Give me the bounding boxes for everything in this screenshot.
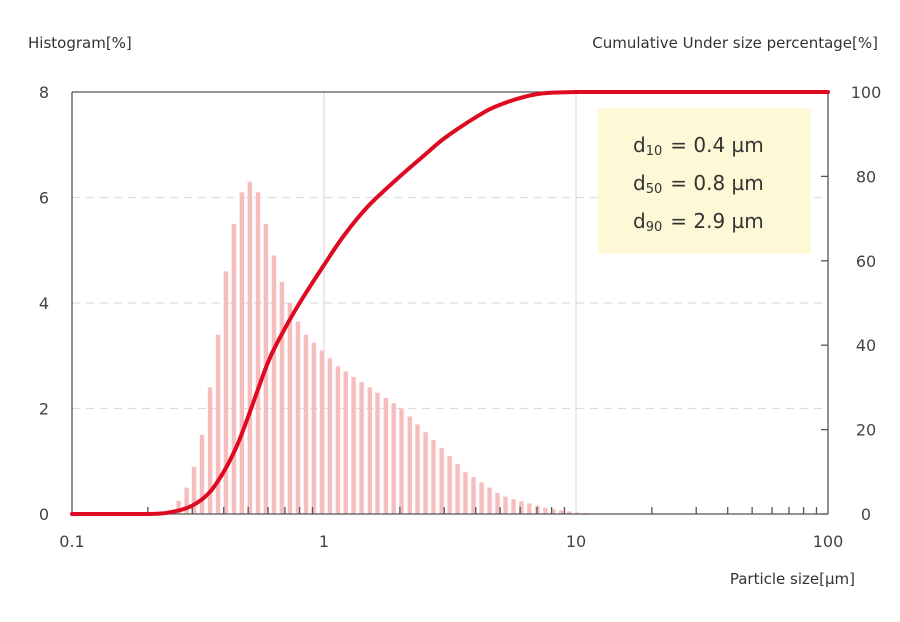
- histogram-bar: [247, 181, 253, 515]
- histogram-bar: [311, 342, 317, 514]
- stat-d10: d10 = 0.4 µm: [633, 133, 764, 159]
- left-axis-title: Histogram[%]: [28, 34, 132, 52]
- histogram-bar: [255, 192, 261, 514]
- histogram-bar: [279, 281, 285, 514]
- histogram-bar: [503, 496, 508, 514]
- histogram-bar: [487, 487, 492, 514]
- cumulative-curve: [70, 89, 830, 517]
- x-tick-label: 0.1: [59, 532, 84, 551]
- histogram-bar: [287, 303, 293, 514]
- y-right-tick-label: 80: [856, 167, 876, 186]
- histogram-bar: [359, 382, 364, 514]
- histogram-bars: [176, 181, 588, 515]
- histogram-bar: [431, 440, 436, 514]
- histogram-bar: [215, 334, 221, 514]
- y-right-tick-label: 0: [861, 505, 871, 524]
- right-axis-title: Cumulative Under size percentage[%]: [592, 34, 878, 52]
- histogram-bar: [391, 403, 396, 514]
- histogram-bar: [375, 392, 380, 514]
- grid-lines: [72, 92, 828, 514]
- y-right-tick-label: 60: [856, 252, 876, 271]
- x-tick-label: 10: [566, 532, 586, 551]
- histogram-bar: [207, 387, 213, 514]
- y-left-tick-label: 0: [39, 505, 49, 524]
- y-right-tick-label: 20: [856, 421, 876, 440]
- histogram-bar: [184, 487, 189, 514]
- histogram-bar: [343, 371, 348, 514]
- histogram-bar: [575, 512, 580, 514]
- histogram-bar: [479, 482, 484, 514]
- histogram-bar: [495, 492, 500, 514]
- histogram-bar: [559, 510, 564, 514]
- histogram-bar: [455, 463, 460, 514]
- histogram-bar: [223, 271, 229, 514]
- stats-box-background: [598, 108, 811, 254]
- x-tick-label: 100: [813, 532, 844, 551]
- histogram-bar: [447, 455, 452, 514]
- histogram-bar: [231, 223, 237, 514]
- y-left-tick-label: 4: [39, 294, 49, 313]
- y-left-tick-label: 6: [39, 189, 49, 208]
- histogram-bar: [295, 321, 301, 514]
- stat-d50: d50 = 0.8 µm: [633, 171, 764, 197]
- histogram-bar: [423, 432, 428, 514]
- histogram-bar: [271, 255, 277, 514]
- stats-box: d10 = 0.4 µm d50 = 0.8 µm d90 = 2.9 µm: [598, 108, 811, 254]
- histogram-bar: [351, 376, 356, 514]
- histogram-bar: [303, 334, 309, 514]
- histogram-bar: [407, 416, 412, 514]
- histogram-bar: [399, 408, 404, 514]
- histogram-bar: [383, 397, 389, 514]
- histogram-bar: [176, 500, 181, 514]
- histogram-bar: [551, 509, 556, 514]
- histogram-bar: [239, 192, 245, 514]
- histogram-bar: [327, 358, 333, 514]
- histogram-bar: [319, 350, 325, 514]
- histogram-bar: [527, 503, 532, 514]
- histogram-bar: [543, 507, 548, 514]
- stat-d90: d90 = 2.9 µm: [633, 209, 764, 235]
- x-tick-label: 1: [319, 532, 329, 551]
- y-left-tick-label: 2: [39, 400, 49, 419]
- x-axis-title: Particle size[µm]: [730, 570, 855, 588]
- histogram-bar: [367, 387, 373, 514]
- histogram-bar: [439, 448, 444, 514]
- histogram-bar: [519, 501, 524, 514]
- histogram-bar: [191, 466, 197, 514]
- histogram-bar: [511, 499, 516, 514]
- y-right-tick-label: 100: [851, 83, 882, 102]
- y-left-tick-label: 8: [39, 83, 49, 102]
- histogram-bar: [567, 511, 572, 514]
- histogram-bar: [335, 366, 341, 514]
- y-right-tick-label: 40: [856, 336, 876, 355]
- histogram-bar: [471, 477, 476, 514]
- histogram-bar: [199, 434, 205, 514]
- histogram-bar: [463, 471, 468, 514]
- histogram-bar: [415, 424, 420, 514]
